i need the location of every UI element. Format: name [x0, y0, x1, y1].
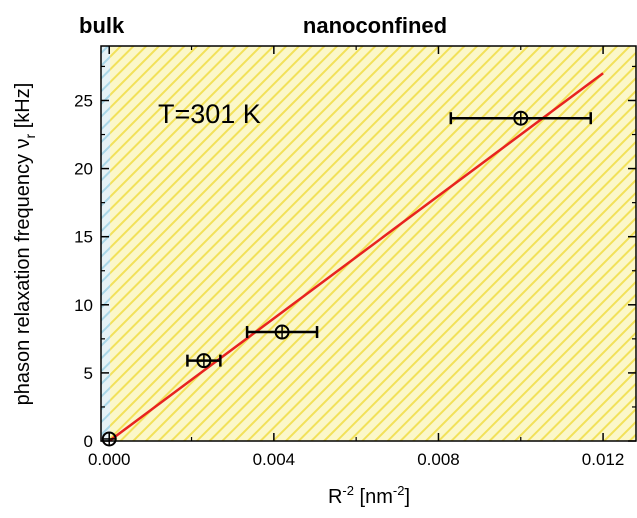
bulk-region-label: bulk — [79, 13, 125, 38]
y-tick-label: 5 — [84, 364, 93, 383]
y-axis-title: phason relaxation frequency νr [kHz] — [12, 83, 38, 406]
x-axis-title-sup: -2 — [342, 483, 354, 498]
x-axis-title-unit-close: ] — [404, 486, 410, 508]
plot-frame — [100, 45, 637, 442]
x-axis-ticks: 0.000 0.004 0.008 0.012 — [88, 46, 624, 469]
x-axis-title-base: R — [328, 486, 342, 508]
data-point — [449, 110, 592, 126]
x-tick-label: 0.000 — [88, 450, 131, 469]
y-tick-label: 10 — [74, 296, 93, 315]
y-axis-title-text: phason relaxation frequency ν — [12, 138, 34, 405]
x-tick-label: 0.008 — [417, 450, 460, 469]
x-tick-label: 0.004 — [253, 450, 296, 469]
y-tick-label: 15 — [74, 228, 93, 247]
fit-line — [108, 72, 604, 441]
bulk-region — [101, 46, 111, 441]
x-axis-title: R-2 [nm-2] — [328, 483, 410, 508]
y-tick-label: 20 — [74, 160, 93, 179]
y-axis-ticks: 0 5 10 15 20 25 — [74, 65, 636, 451]
data-point — [186, 353, 222, 369]
temperature-annotation: T=301 K — [158, 99, 261, 129]
data-point — [245, 324, 319, 340]
y-axis-title-unit: [kHz] — [12, 83, 34, 134]
y-axis-title-sub: r — [22, 133, 38, 138]
y-tick-label: 0 — [84, 432, 93, 451]
nanoconfined-region-label: nanoconfined — [303, 13, 447, 38]
x-axis-title-unit-open: [nm — [354, 486, 393, 508]
x-tick-label: 0.012 — [582, 450, 625, 469]
data-points — [101, 110, 592, 447]
y-tick-label: 25 — [74, 91, 93, 110]
x-axis-title-unit-sup: -2 — [393, 483, 405, 498]
